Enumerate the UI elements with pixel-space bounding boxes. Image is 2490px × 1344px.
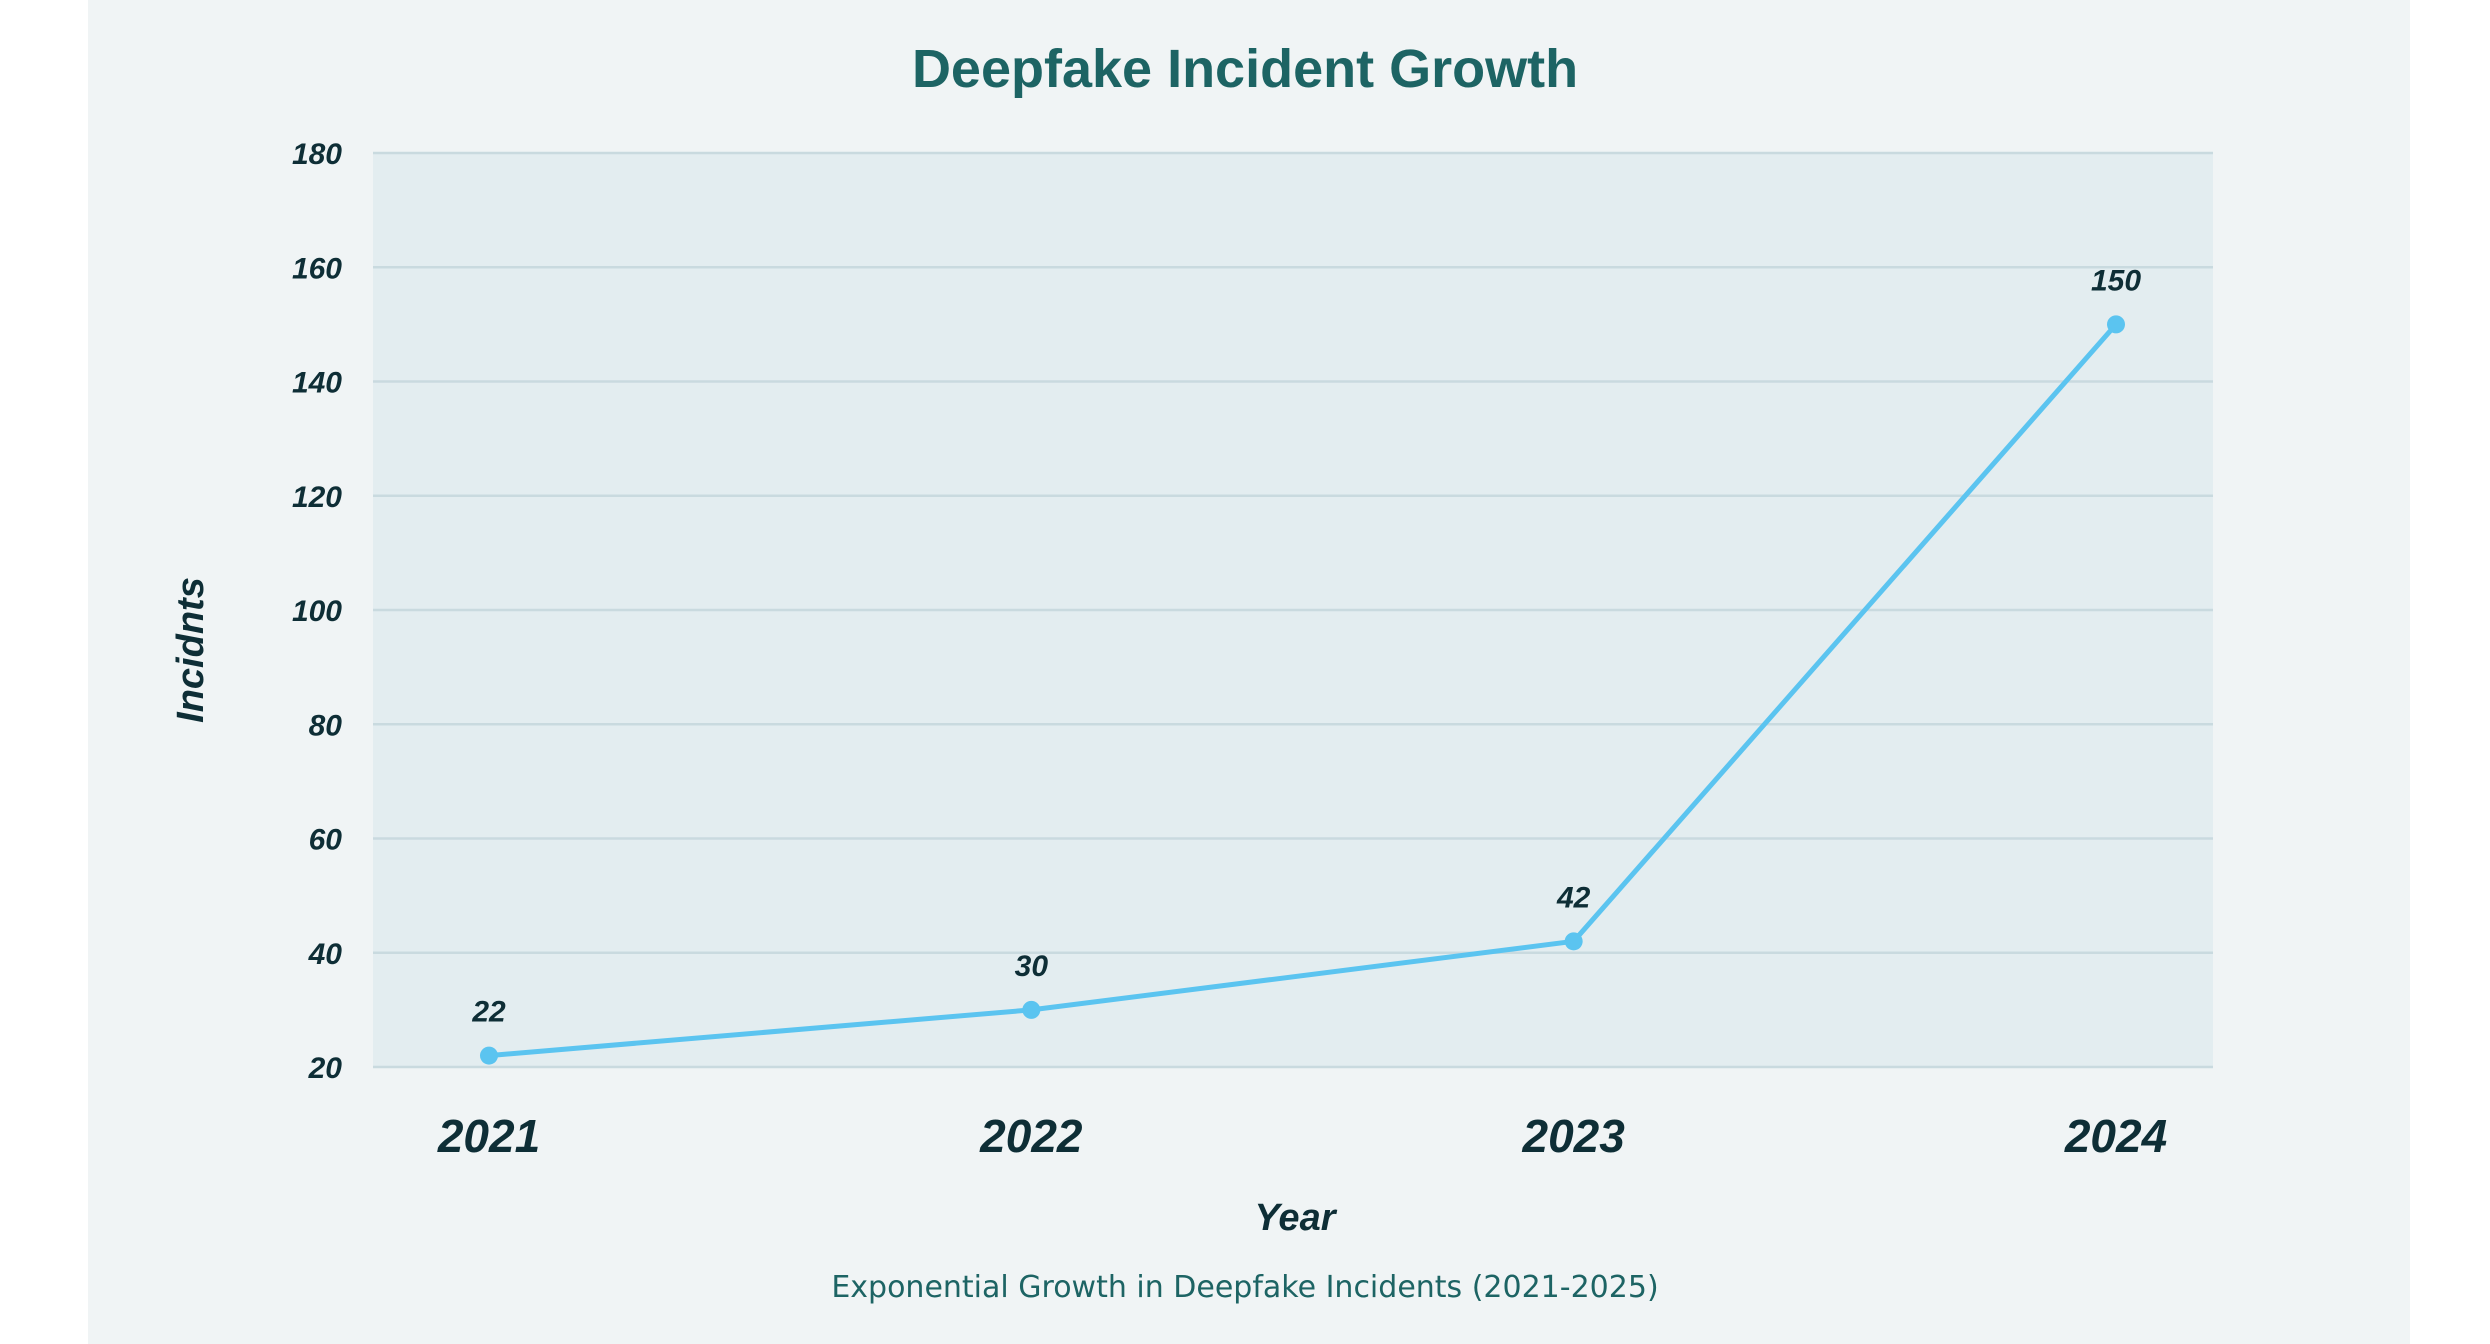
y-tick-label: 80 <box>309 709 343 742</box>
y-tick-label: 180 <box>292 138 342 171</box>
x-axis-label: Year <box>1255 1197 1338 1239</box>
y-tick-label: 100 <box>292 595 342 628</box>
y-axis-label: Incidnts <box>170 577 212 723</box>
data-labels: 22 30 42 150 <box>471 264 2141 1028</box>
data-point <box>480 1046 498 1065</box>
y-tick-label: 120 <box>292 481 342 514</box>
data-label: 22 <box>471 996 506 1029</box>
y-tick-label: 160 <box>292 252 342 285</box>
series-line <box>486 321 2119 1059</box>
x-tick-label: 2022 <box>979 1110 1083 1162</box>
x-tick-label: 2023 <box>1521 1110 1625 1162</box>
x-tick-label: 2021 <box>437 1110 540 1162</box>
y-tick-label: 140 <box>292 367 342 400</box>
data-label: 150 <box>2091 264 2141 297</box>
data-point <box>1022 1000 1041 1019</box>
data-points <box>480 315 2125 1065</box>
data-label: 30 <box>1015 950 1049 983</box>
data-point <box>2107 315 2125 334</box>
data-point <box>1564 932 1583 951</box>
y-axis-ticks: 180 160 140 120 100 80 60 40 20 <box>292 138 342 1085</box>
y-tick-label: 20 <box>308 1052 343 1085</box>
y-tick-label: 40 <box>308 938 343 971</box>
x-axis-ticks: 2021 2022 2023 2024 <box>437 1110 2167 1162</box>
chart-subtitle: Exponential Growth in Deepfake Incidents… <box>831 1270 1659 1305</box>
grid-lines <box>373 151 2213 1069</box>
data-label: 42 <box>1556 881 1591 914</box>
y-tick-label: 60 <box>309 824 343 857</box>
x-tick-label: 2024 <box>2064 1110 2167 1162</box>
chart-title: Deepfake Incident Growth <box>911 39 1579 99</box>
